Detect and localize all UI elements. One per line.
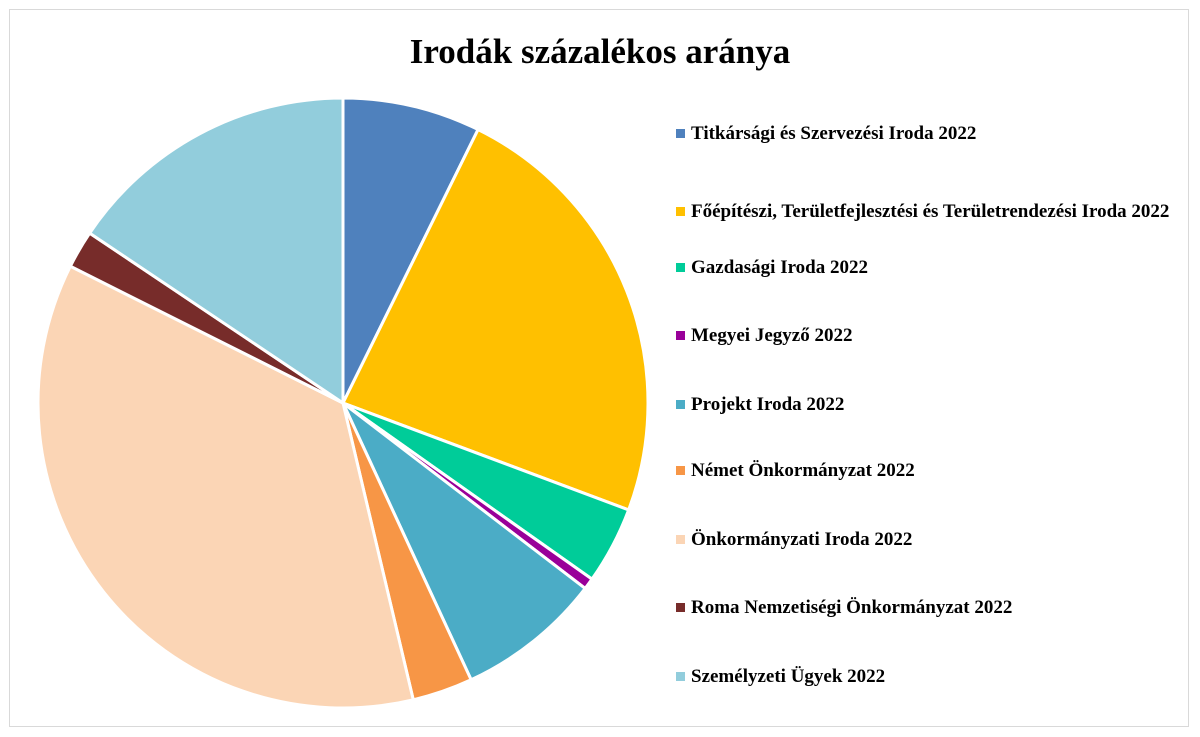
legend-item: Titkársági és Szervezési Iroda 2022	[676, 119, 1196, 149]
pie-slice	[340, 127, 650, 512]
legend-label: Projekt Iroda 2022	[691, 394, 845, 415]
legend-item: Megyei Jegyző 2022	[676, 321, 1196, 351]
legend-item: Főépítészi, Területfejlesztési és Terüle…	[676, 197, 1196, 227]
legend-swatch	[676, 603, 685, 612]
chart-frame	[9, 9, 1189, 727]
legend-label: Önkormányzati Iroda 2022	[691, 529, 913, 550]
legend-label: Gazdasági Iroda 2022	[691, 257, 869, 278]
legend-label: Személyzeti Ügyek 2022	[691, 666, 886, 687]
legend-label: Megyei Jegyző 2022	[691, 325, 853, 346]
legend-label: Titkársági és Szervezési Iroda 2022	[691, 123, 977, 144]
legend-label: Főépítészi, Területfejlesztési és Terüle…	[691, 201, 1170, 222]
legend-swatch	[676, 672, 685, 681]
legend-swatch	[676, 263, 685, 272]
legend-swatch	[676, 535, 685, 544]
legend-swatch	[676, 207, 685, 216]
legend-label: Roma Nemzetiségi Önkormányzat 2022	[691, 597, 1013, 618]
legend-item: Önkormányzati Iroda 2022	[676, 525, 1196, 555]
legend-item: Gazdasági Iroda 2022	[676, 253, 1196, 283]
legend-swatch	[676, 331, 685, 340]
legend-item: Projekt Iroda 2022	[676, 390, 1196, 420]
legend-label: Német Önkormányzat 2022	[691, 460, 915, 481]
legend-swatch	[676, 129, 685, 138]
legend-swatch	[676, 400, 685, 409]
legend-item: Roma Nemzetiségi Önkormányzat 2022	[676, 593, 1196, 623]
chart-title: Irodák százalékos aránya	[410, 32, 791, 71]
pie-slice	[87, 96, 345, 406]
pie-slice	[36, 264, 416, 710]
pie-slice	[341, 401, 588, 682]
legend-item: Személyzeti Ügyek 2022	[676, 662, 1196, 692]
legend-swatch	[676, 466, 685, 475]
pie-slice	[341, 96, 481, 404]
legend-item: Német Önkormányzat 2022	[676, 456, 1196, 486]
